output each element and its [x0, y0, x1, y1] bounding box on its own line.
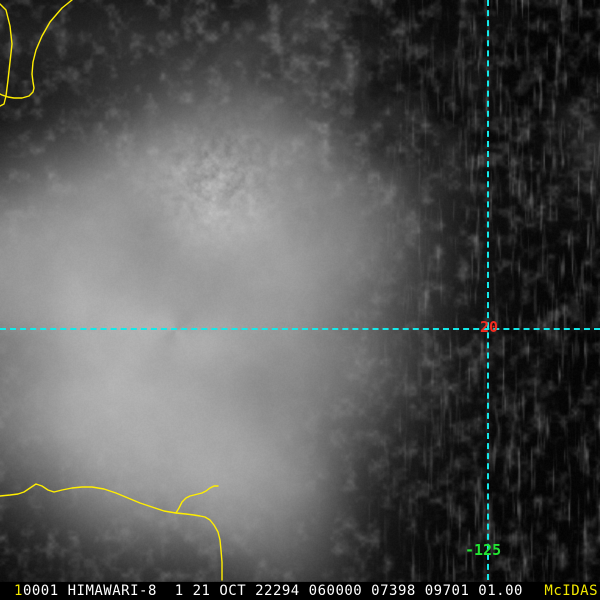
- mcidas-brand-label: McIDAS: [544, 583, 598, 599]
- info-lead-digit: 1: [14, 583, 23, 599]
- info-bar-fields: 0001 HIMAWARI-8 1 21 OCT 22294 060000 07…: [22, 583, 523, 599]
- info-bar: 10001 HIMAWARI-8 1 21 OCT 22294 060000 0…: [0, 582, 600, 600]
- latitude-label-20: 20: [480, 318, 499, 336]
- info-bar-text: 10001 HIMAWARI-8 1 21 OCT 22294 060000 0…: [14, 583, 523, 599]
- longitude-label-125: -125: [465, 541, 502, 559]
